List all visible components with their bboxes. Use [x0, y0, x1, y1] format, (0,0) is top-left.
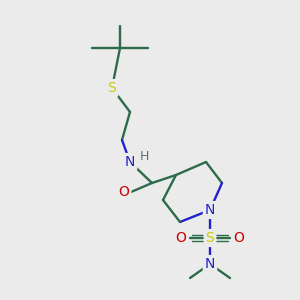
Text: H: H [139, 149, 149, 163]
Text: S: S [206, 231, 214, 245]
Text: N: N [125, 155, 135, 169]
Text: N: N [205, 257, 215, 271]
Text: S: S [108, 81, 116, 95]
Text: N: N [205, 203, 215, 217]
Text: O: O [118, 185, 129, 199]
Text: O: O [234, 231, 244, 245]
Text: O: O [176, 231, 186, 245]
